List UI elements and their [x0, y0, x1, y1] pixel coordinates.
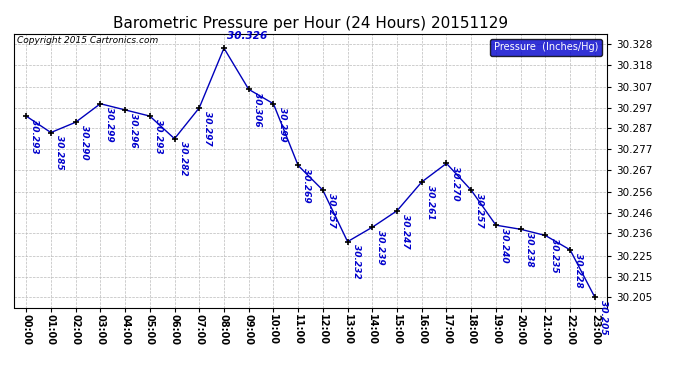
Text: 30.282: 30.282 — [179, 141, 188, 176]
Text: 30.239: 30.239 — [377, 230, 386, 265]
Text: 30.228: 30.228 — [574, 253, 583, 287]
Text: 30.247: 30.247 — [401, 213, 410, 248]
Text: 30.235: 30.235 — [549, 238, 558, 273]
Text: 30.238: 30.238 — [525, 232, 534, 267]
Text: 30.290: 30.290 — [80, 125, 89, 160]
Text: 30.299: 30.299 — [277, 106, 286, 141]
Text: 30.293: 30.293 — [154, 119, 163, 153]
Text: 30.269: 30.269 — [302, 168, 311, 203]
Text: 30.297: 30.297 — [204, 111, 213, 145]
Text: 30.270: 30.270 — [451, 166, 460, 201]
Text: 30.306: 30.306 — [253, 92, 262, 127]
Text: 30.299: 30.299 — [104, 106, 113, 141]
Text: 30.232: 30.232 — [352, 244, 361, 279]
Text: 30.205: 30.205 — [599, 300, 608, 334]
Text: 30.296: 30.296 — [129, 112, 138, 147]
Text: 30.285: 30.285 — [55, 135, 64, 170]
Text: 30.240: 30.240 — [500, 228, 509, 262]
Text: 30.257: 30.257 — [475, 193, 484, 228]
Text: 30.257: 30.257 — [327, 193, 336, 228]
Text: 30.326: 30.326 — [227, 31, 267, 41]
Title: Barometric Pressure per Hour (24 Hours) 20151129: Barometric Pressure per Hour (24 Hours) … — [113, 16, 508, 31]
Legend: Pressure  (Inches/Hg): Pressure (Inches/Hg) — [490, 39, 602, 56]
Text: 30.293: 30.293 — [30, 119, 39, 153]
Text: 30.261: 30.261 — [426, 185, 435, 219]
Text: Copyright 2015 Cartronics.com: Copyright 2015 Cartronics.com — [17, 36, 158, 45]
